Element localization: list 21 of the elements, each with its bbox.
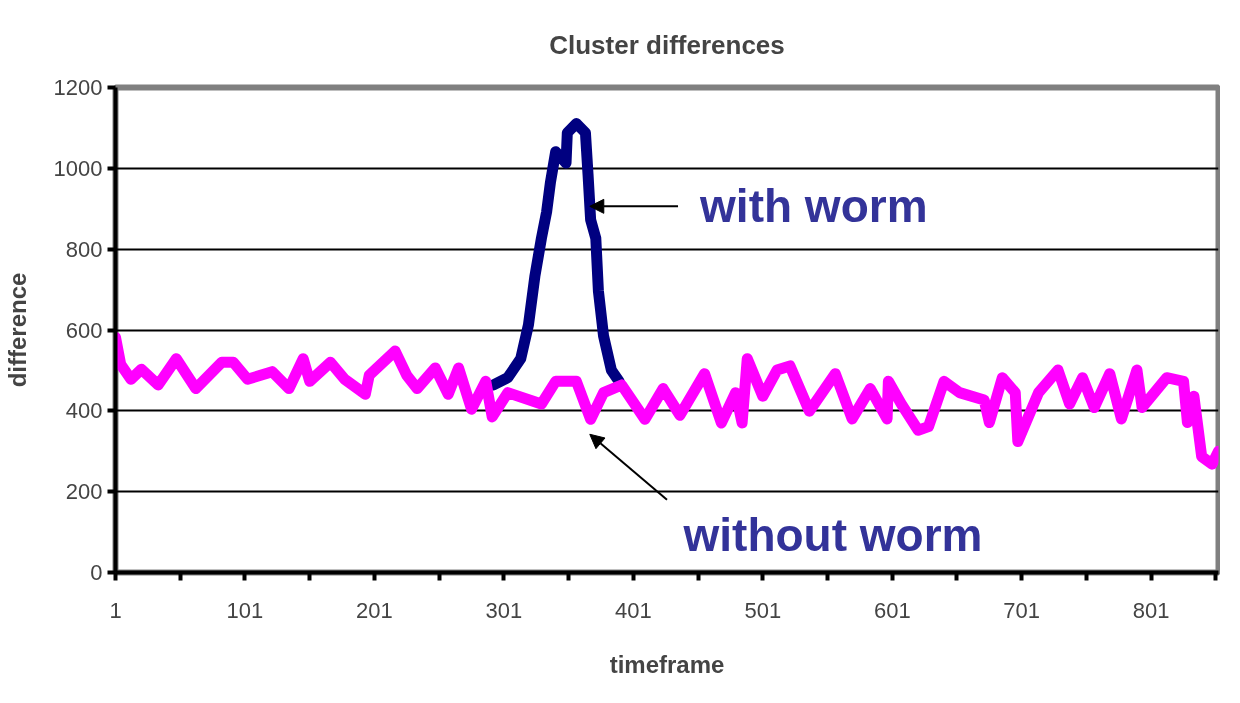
series-label: without worm: [682, 508, 983, 561]
y-tick-label: 600: [65, 317, 103, 343]
x-tick-label: 1: [109, 597, 122, 623]
x-tick-label: 301: [485, 597, 523, 623]
y-tick-label: 1000: [53, 155, 103, 181]
x-tick-label: 801: [1132, 597, 1170, 623]
x-tick-label: 501: [744, 597, 782, 623]
x-tick-label: 701: [1003, 597, 1041, 623]
x-tick-label: 201: [356, 597, 393, 623]
x-tick-label: 101: [226, 597, 264, 623]
chart-title: Cluster differences: [549, 30, 785, 60]
x-tick-label: 401: [614, 597, 652, 623]
text: with worm: [699, 180, 928, 233]
y-tick-label: 800: [65, 236, 103, 262]
y-axis-title: difference: [3, 272, 31, 388]
x-axis-title: timeframe: [609, 650, 725, 678]
y-tick-label: 1200: [53, 75, 103, 100]
y-tick-label: 200: [65, 479, 103, 505]
y-tick-label: 0: [90, 560, 103, 585]
x-tick-label: 601: [873, 597, 911, 623]
y-tick-label: 400: [65, 398, 103, 424]
